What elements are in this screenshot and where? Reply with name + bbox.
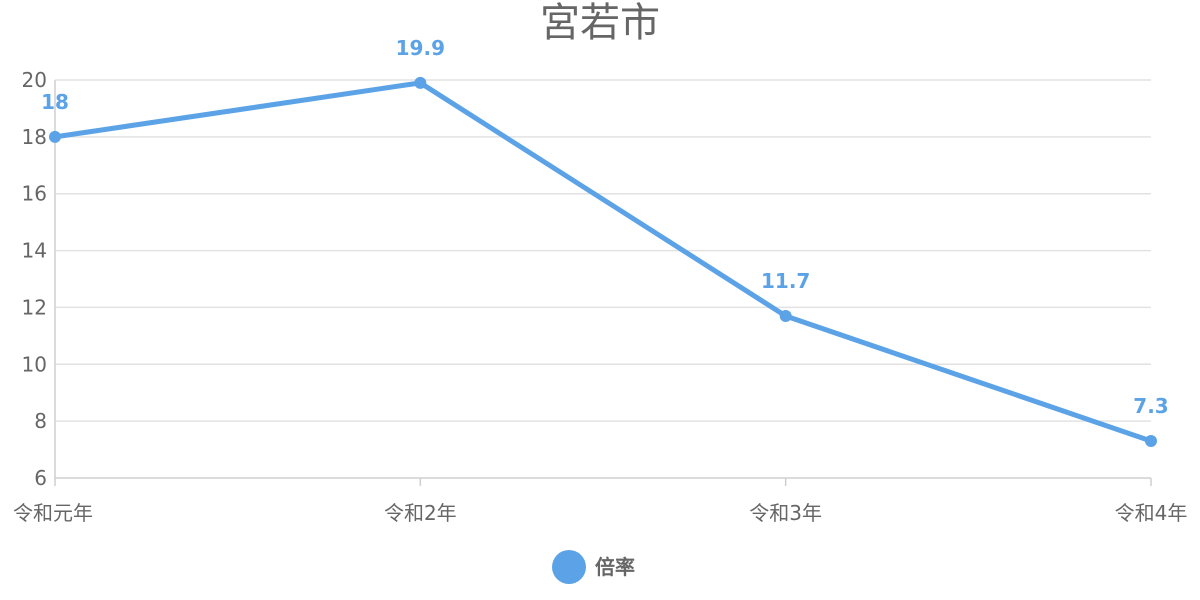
y-tick-label: 14 xyxy=(22,239,47,263)
y-tick-label: 10 xyxy=(22,352,47,376)
y-tick-label: 12 xyxy=(22,295,47,319)
y-tick-label: 18 xyxy=(22,125,47,149)
legend[interactable]: 倍率 xyxy=(552,550,635,584)
y-tick-label: 6 xyxy=(34,466,47,490)
x-tick-label: 令和元年 xyxy=(13,501,93,525)
data-label: 7.3 xyxy=(1133,394,1168,418)
y-tick-label: 8 xyxy=(34,409,47,433)
data-points xyxy=(49,76,1157,448)
series-line xyxy=(52,80,1154,444)
data-point[interactable] xyxy=(414,76,427,89)
chart-title: 宮若市 xyxy=(540,0,660,46)
legend-entry-label[interactable]: 倍率 xyxy=(595,555,635,579)
grid-lines xyxy=(55,79,1151,422)
x-tick-label: 令和3年 xyxy=(749,501,822,525)
data-label: 18 xyxy=(41,90,69,114)
y-tick-label: 16 xyxy=(22,182,47,206)
data-point[interactable] xyxy=(49,130,61,143)
data-point[interactable] xyxy=(1145,435,1157,448)
data-point[interactable] xyxy=(779,309,792,322)
data-label: 11.7 xyxy=(761,269,810,293)
x-tick-label: 令和2年 xyxy=(384,501,457,525)
x-tick-label: 令和4年 xyxy=(1115,501,1188,525)
data-label: 19.9 xyxy=(396,36,445,60)
data-labels: 18 19.9 11.7 7.3 xyxy=(41,36,1169,418)
y-tick-label: 20 xyxy=(22,68,47,92)
series-lines xyxy=(52,80,1154,444)
legend-swatch-icon[interactable] xyxy=(552,550,586,584)
